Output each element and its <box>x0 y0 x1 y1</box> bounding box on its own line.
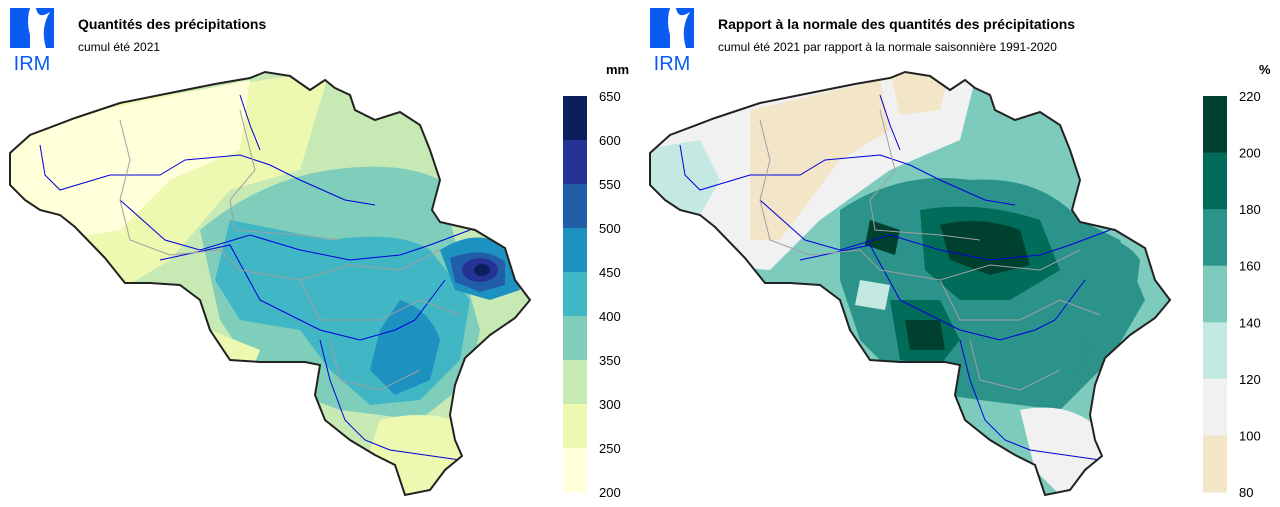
zone-core2 <box>940 221 1030 275</box>
legend-swatch <box>563 228 587 273</box>
legend-swatch <box>563 96 587 141</box>
country-border <box>649 70 1172 497</box>
legend-swatch <box>1203 378 1227 436</box>
legend-swatch <box>563 360 587 405</box>
legend-swatch <box>563 404 587 449</box>
legend-swatch <box>1203 322 1227 380</box>
belgium-map <box>9 70 532 497</box>
zone-east <box>1070 237 1140 300</box>
legend-tick-label: 220 <box>1239 89 1261 104</box>
logo-text: IRM <box>654 53 691 74</box>
zone-south <box>1020 407 1110 495</box>
logo-text: IRM <box>14 53 51 74</box>
legend-swatch <box>1203 265 1227 323</box>
zone-tan <box>750 80 890 240</box>
zone-south <box>370 415 470 495</box>
irm-logo: IRM <box>650 8 694 74</box>
legend-tick-label: 100 <box>1239 428 1261 443</box>
legend-tick-label: 200 <box>1239 146 1261 161</box>
ratio-panel: IRM Rapport à la normale des quantités d… <box>640 0 1280 507</box>
legend-tick-label: 120 <box>1239 372 1261 387</box>
legend-tick-label: 200 <box>599 485 621 500</box>
belgium-map <box>649 70 1172 497</box>
zone-east-a <box>370 300 440 395</box>
legend-unit: % <box>1259 62 1271 77</box>
legend-tick-label: 550 <box>599 177 621 192</box>
legend-swatch <box>1203 435 1227 493</box>
zone-tan-north <box>890 72 950 115</box>
legend-tick-label: 650 <box>599 89 621 104</box>
legend-tick-label: 160 <box>1239 259 1261 274</box>
irm-logo: IRM <box>10 8 54 74</box>
country-border <box>9 70 532 497</box>
legend-unit: mm <box>606 62 630 77</box>
map-subtitle: cumul été 2021 par rapport à la normale … <box>718 40 1057 54</box>
legend-tick-label: 600 <box>599 133 621 148</box>
map-subtitle: cumul été 2021 <box>78 40 161 54</box>
legend-tick-label: 80 <box>1239 485 1253 500</box>
legend-swatch <box>563 448 587 493</box>
zone-core2 <box>474 264 490 276</box>
legend-swatch <box>563 184 587 229</box>
legend-tick-label: 140 <box>1239 315 1261 330</box>
legend-tick-label: 400 <box>599 309 621 324</box>
legend-tick-label: 450 <box>599 265 621 280</box>
legend-swatch <box>563 140 587 185</box>
legend-swatch <box>563 272 587 317</box>
map-title: Rapport à la normale des quantités des p… <box>718 16 1076 32</box>
legend-swatch <box>1203 209 1227 267</box>
legend-tick-label: 250 <box>599 441 621 456</box>
legend-tick-label: 300 <box>599 397 621 412</box>
legend-swatch <box>1203 152 1227 210</box>
legend-tick-label: 350 <box>599 353 621 368</box>
legend-swatch <box>563 316 587 361</box>
precipitation-panel: IRM Quantités des précipitations cumul é… <box>9 8 630 500</box>
zone-east-south <box>1020 327 1090 380</box>
legend-tick-label: 500 <box>599 221 621 236</box>
map-title: Quantités des précipitations <box>78 16 267 32</box>
legend-swatch <box>1203 96 1227 154</box>
legend-tick-label: 180 <box>1239 202 1261 217</box>
zone-core-south-dark <box>905 320 945 350</box>
zone-south-west <box>855 280 890 310</box>
